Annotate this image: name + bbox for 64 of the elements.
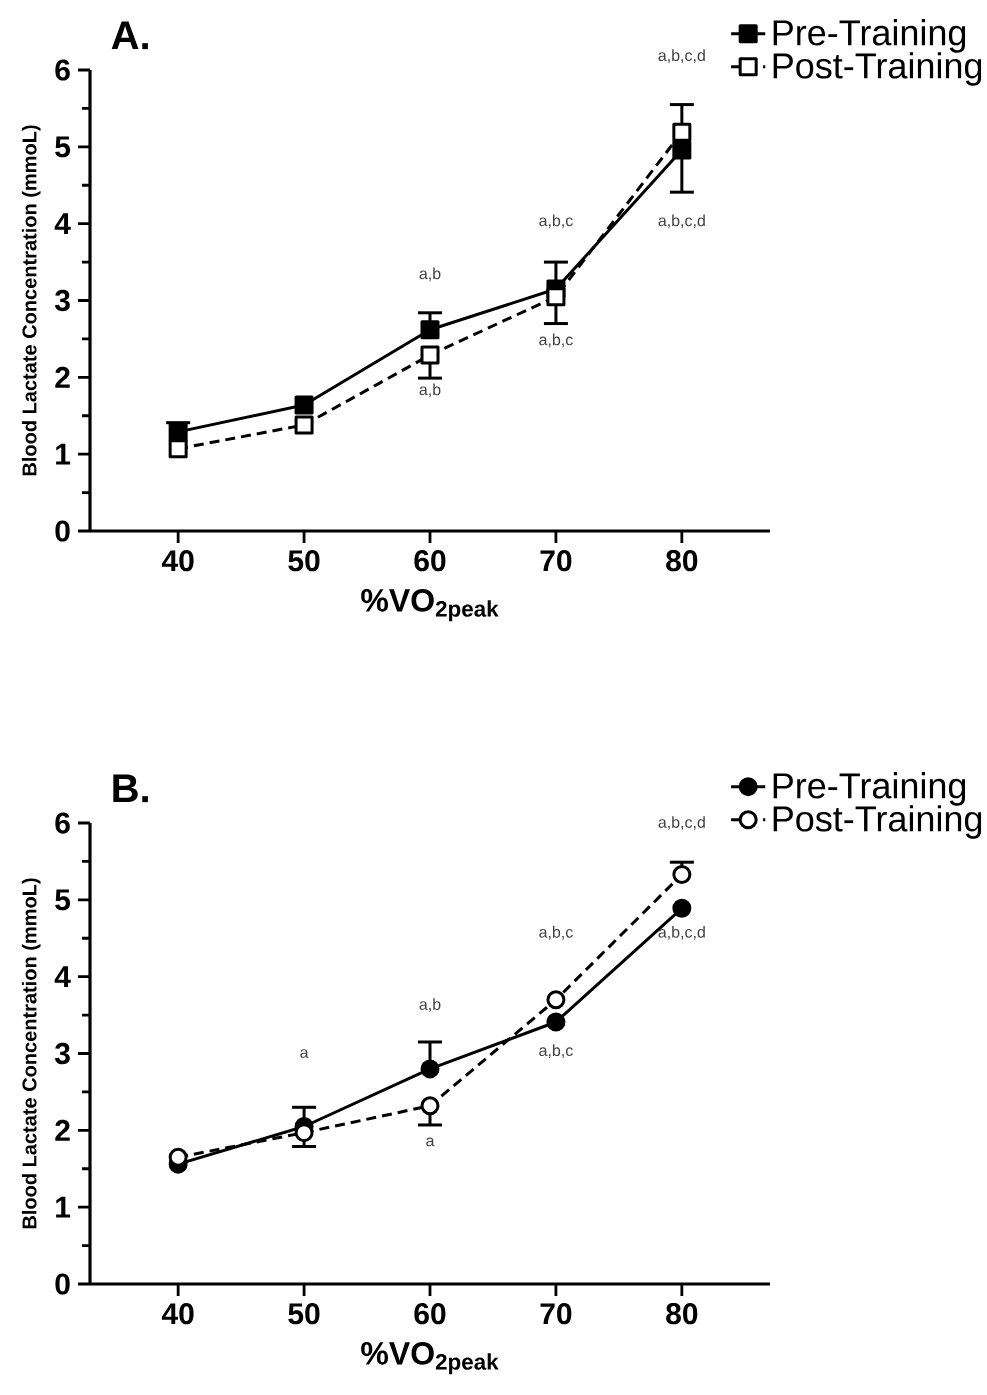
y-tick-label: 5 [54,889,70,911]
point [420,345,440,365]
x-tick-label: 60 [414,550,446,572]
annotation: a [426,1137,435,1147]
y-tick-label: 0 [55,520,70,542]
point [672,122,692,142]
y-tick-label: 0 [55,1273,70,1295]
y-tick-label: 2 [55,1119,70,1141]
point [168,422,188,442]
annotation: a,b,c [539,333,573,348]
point [546,1012,566,1032]
y-tick-label: 4 [54,213,71,234]
x-tick-label: 60 [414,1303,446,1325]
annotation: a [300,1049,309,1058]
point [672,898,692,918]
point [294,395,314,415]
point [420,320,440,340]
point [672,865,692,884]
annotation: a,b,c,d [658,816,705,830]
annotation: a,b [419,998,441,1012]
y-tick-label: 6 [55,59,70,81]
point [420,1096,440,1116]
chart-title: A. [111,21,148,50]
y-tick-label: 5 [54,136,70,158]
point [168,439,188,459]
y-tick-label: 2 [55,366,70,388]
x-tick-label: 40 [161,550,194,572]
text: a,b,c,d [658,49,705,63]
x-tick-label: 50 [288,550,320,572]
point [546,990,566,1010]
annotation: a,b,c [539,1044,573,1058]
legend-label: Pre-Training [773,19,965,53]
x-tick-label: 50 [288,1303,320,1325]
legend-label: Pre-Training [773,772,965,806]
y-tick-label: 1 [55,1196,70,1218]
annotation: a,b [419,267,441,282]
y-tick-label: 4 [54,966,71,987]
point [294,1123,314,1143]
legend-label: Post-Training [773,52,981,86]
y-tick-label: 3 [54,1042,70,1065]
y-tick-label: 1 [55,443,70,465]
y-tick-label: 6 [55,812,70,834]
x-tick-label: 80 [665,1303,698,1325]
y-axis-title: Blood Lactate Concentration (mmoL) [21,125,41,476]
point [672,140,692,160]
x-tick-label: 40 [161,1303,194,1325]
annotation: a,b,c [539,926,573,940]
y-tick-label: 3 [54,289,70,312]
point [294,415,314,435]
x-tick-label: 70 [540,1303,572,1325]
point [546,287,566,307]
point [420,1059,440,1079]
legend-label: Post-Training [773,805,981,839]
annotation: a,b,c [539,214,573,229]
x-axis-title: %VO$_{2peak}$ [360,589,499,622]
chart-title: B. [113,774,148,803]
x-tick-label: 70 [540,550,572,572]
x-axis-title: %VO$_{2peak}$ [360,1342,499,1375]
annotation: a,b,c,d [658,214,705,229]
point [168,1147,188,1167]
x-tick-label: 80 [665,550,698,572]
annotation: a,b,c,d [658,926,705,940]
y-axis-title: Blood Lactate Concentration (mmoL) [21,878,41,1229]
annotation: a,b [419,383,441,398]
